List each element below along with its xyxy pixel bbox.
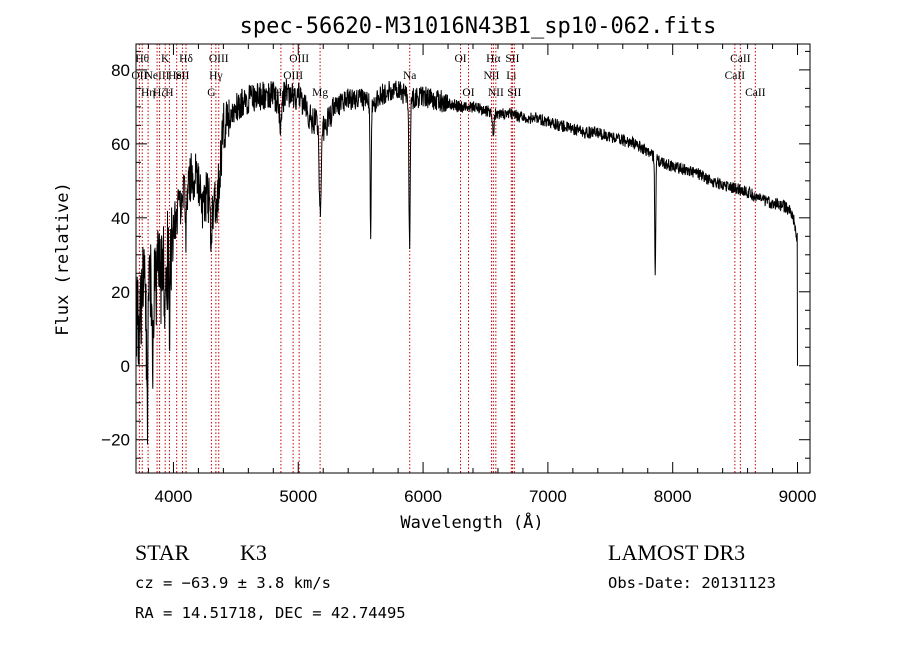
line-marker-label: SII [507,87,521,99]
line-marker-label: Hη [141,87,155,99]
flux-series-line [135,78,798,445]
x-tick-label: 9000 [779,487,817,506]
line-marker-label: CaII [730,53,751,65]
line-marker-label: Hγ [209,70,222,82]
observation-date: Obs-Date: 20131123 [608,574,776,592]
object-class: STAR [135,540,190,565]
redshift-velocity: cz = −63.9 ± 3.8 km/s [135,574,331,592]
coordinates: RA = 14.51718, DEC = 42.74495 [135,604,406,622]
line-marker-label: Hα [486,53,500,65]
line-markers: HθOIIHηNeIIIHζKHHeISIIHδGHγOIIIHβOIIIOII… [131,44,766,473]
line-marker-label: NII [483,70,499,82]
axis-ticks: 4000 5000 6000 7000 8000 9000 −20 0 20 40 60 80 [101,44,816,506]
y-tick-label: 60 [111,135,130,154]
line-marker-label: CaII [725,70,746,82]
y-tick-label: 40 [111,209,130,228]
line-marker-label: SII [505,53,519,65]
line-marker-label: H [165,87,173,99]
x-axis-label: Wavelength (Å) [400,511,543,533]
y-tick-label: −20 [101,431,130,450]
line-marker-label: Hδ [179,53,193,65]
line-marker-label: CaII [745,87,766,99]
object-subclass: K3 [240,540,267,565]
y-tick-label: 0 [121,357,130,376]
line-marker-label: NeIII [145,70,170,82]
line-marker-label: NII [488,87,504,99]
x-tick-label: 6000 [404,487,442,506]
y-tick-label: 80 [111,61,130,80]
line-marker-label: OIII [289,53,309,65]
line-marker-label: Na [403,70,416,82]
line-marker-label: OI [454,53,466,65]
y-axis-label: Flux (relative) [53,182,73,336]
line-marker-label: OII [131,70,147,82]
line-marker-label: G [207,87,215,99]
line-marker-label: Li [506,70,516,82]
x-tick-label: 8000 [654,487,692,506]
line-marker-label: HeI [168,70,185,82]
x-tick-label: 7000 [529,487,567,506]
survey-name: LAMOST DR3 [608,540,746,565]
line-marker-label: Hθ [135,53,149,65]
plot-frame [135,43,811,474]
line-marker-label: OIII [209,53,229,65]
chart-title: spec-56620-M31016N43B1_sp10-062.fits [240,14,717,39]
x-tick-label: 4000 [155,487,193,506]
series-group [135,78,798,445]
line-marker-label: SII [175,70,189,82]
line-marker-label: OI [462,87,474,99]
y-tick-label: 20 [111,283,130,302]
line-marker-label: Mg [312,87,328,99]
line-marker-label: OIII [283,70,303,82]
line-marker-label: Hζ [153,87,166,99]
x-tick-label: 5000 [279,487,317,506]
line-marker-label: K [161,53,170,65]
